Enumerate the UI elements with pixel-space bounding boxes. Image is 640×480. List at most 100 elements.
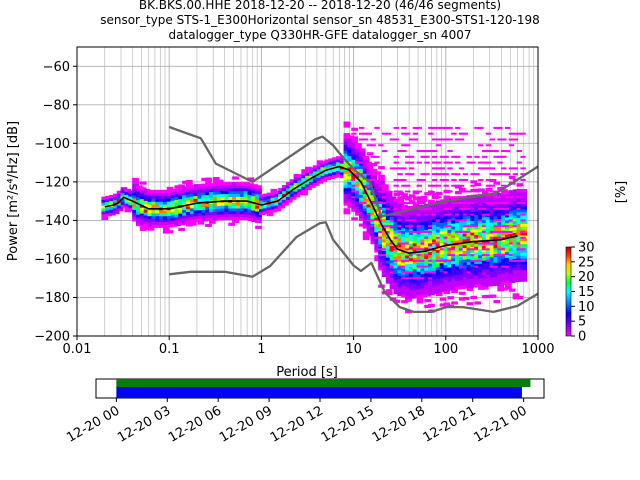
heatmap-cell: [497, 250, 505, 254]
heatmap-cell: [466, 287, 474, 291]
heatmap-cell: [474, 200, 481, 204]
heatmap-cell: [508, 262, 516, 266]
noise-model-lines: [104, 125, 538, 314]
heatmap-cell: [416, 216, 424, 220]
heatmap-cell: [458, 259, 466, 264]
heatmap-cell: [335, 167, 343, 171]
heatmap-cell: [466, 267, 474, 271]
heatmap-cell: [151, 213, 159, 217]
heatmap-cell: [520, 214, 528, 219]
heatmap-cell: [466, 190, 472, 193]
heatmap-cell: [381, 244, 389, 249]
heatmap-cell: [497, 276, 505, 280]
heatmap-cell: [481, 225, 489, 229]
heatmap-cell: [474, 252, 481, 256]
heatmap-cell: [443, 225, 449, 228]
heatmap-cell: [412, 240, 420, 244]
heatmap-cell: [435, 167, 442, 170]
heatmap-cell: [439, 245, 447, 249]
heatmap-cell: [424, 218, 431, 222]
heatmap-cell: [416, 178, 422, 181]
heatmap-cell: [451, 184, 457, 187]
heatmap-cell: [474, 255, 481, 259]
heatmap-cell: [416, 228, 424, 232]
heatmap-cell: [504, 205, 512, 209]
heatmap-cell: [416, 271, 424, 275]
heatmap-cell: [343, 170, 351, 174]
heatmap-cell: [478, 199, 485, 204]
heatmap-cell: [205, 206, 212, 210]
heatmap-cell: [405, 243, 412, 247]
heatmap-cell: [155, 189, 162, 194]
heatmap-cell: [493, 222, 501, 226]
heatmap-cell: [224, 190, 232, 195]
heatmap-cell: [458, 207, 465, 210]
heatmap-cell: [435, 266, 443, 271]
heatmap-cell: [416, 245, 424, 249]
heatmap-cell: [212, 188, 220, 192]
heatmap-cell: [374, 255, 382, 259]
heatmap-cell: [405, 289, 412, 294]
heatmap-cell: [493, 207, 499, 210]
heatmap-cell: [474, 301, 481, 305]
heatmap-cell: [389, 251, 397, 255]
heatmap-cell: [512, 226, 520, 231]
heatmap-cell: [501, 155, 507, 158]
heatmap-cell: [504, 231, 512, 235]
heatmap-cell: [381, 262, 389, 266]
heatmap-cell: [478, 205, 485, 209]
heatmap-cell: [232, 187, 239, 192]
heatmap-cell: [508, 210, 516, 214]
heatmap-cell: [159, 218, 166, 222]
heatmap-cell: [412, 190, 420, 195]
heatmap-cell: [166, 195, 174, 199]
heatmap-cell: [504, 246, 512, 250]
heatmap-cell: [455, 217, 462, 221]
heatmap-cell: [439, 262, 447, 267]
heatmap-cell: [397, 238, 405, 242]
heatmap-cell: [412, 269, 420, 273]
heatmap-cell: [485, 208, 493, 212]
heatmap-cell: [485, 280, 493, 284]
heatmap-cell: [366, 207, 374, 211]
heatmap-cell: [162, 230, 170, 234]
heatmap-cell: [151, 204, 159, 208]
heatmap-cell: [485, 184, 492, 187]
heatmap-cell: [408, 266, 416, 270]
heatmap-cell: [439, 173, 446, 176]
heatmap-cell: [378, 236, 384, 239]
heatmap-cell: [366, 210, 374, 214]
heatmap-cell: [512, 259, 519, 262]
heatmap-cell: [324, 173, 332, 178]
heatmap-cell: [362, 161, 370, 166]
heatmap-cell: [408, 230, 415, 233]
x-axis-ticks: 0.01 0.1 1 10 100 1000: [63, 336, 555, 357]
heatmap-cell: [347, 146, 355, 151]
heatmap-cell: [347, 149, 355, 154]
heatmap-cell: [247, 197, 255, 201]
heatmap-cell: [351, 202, 358, 207]
heatmap-cell: [197, 221, 205, 225]
heatmap-cell: [424, 241, 431, 245]
heatmap-cell: [478, 126, 484, 129]
heatmap-cell: [504, 260, 512, 264]
heatmap-cell: [385, 245, 393, 249]
heatmap-cell: [408, 252, 416, 256]
heatmap-cell: [447, 213, 453, 216]
heatmap-cell: [197, 215, 205, 219]
heatmap-cell: [516, 217, 524, 222]
heatmap-cell: [439, 155, 446, 158]
heatmap-cell: [366, 189, 374, 193]
heatmap-cell: [351, 147, 358, 152]
heatmap-cell: [251, 213, 259, 217]
heatmap-cell: [243, 216, 251, 221]
heatmap-cell: [362, 202, 369, 205]
heatmap-cell: [185, 223, 193, 227]
heatmap-cell: [381, 239, 389, 243]
segment-timeline-bars: [116, 379, 531, 398]
heatmap-cell: [135, 199, 143, 204]
heatmap-cell: [320, 172, 328, 176]
heatmap-cell: [520, 188, 528, 193]
heatmap-cell: [489, 190, 495, 193]
heatmap-cell: [497, 126, 503, 129]
